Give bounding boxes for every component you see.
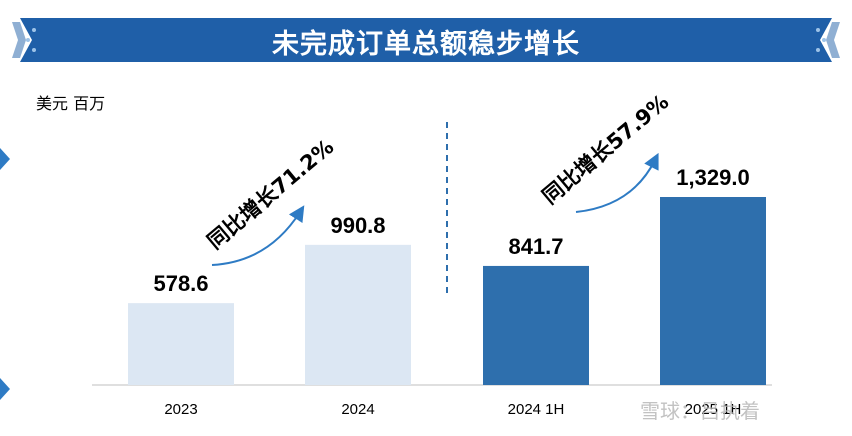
bar (660, 197, 766, 385)
bar (305, 244, 411, 385)
data-label: 1,329.0 (676, 165, 749, 190)
growth-arrow (211, 205, 305, 266)
data-label: 841.7 (508, 234, 563, 259)
x-tick-label: 2024 1H (508, 401, 565, 418)
side-chevron-icon (0, 148, 10, 170)
unit-label: 美元 百万 (36, 94, 106, 113)
x-tick-label: 2024 (341, 401, 374, 418)
page-title: 未完成订单总额稳步增长 (272, 29, 580, 60)
data-label: 990.8 (330, 213, 385, 238)
bar (483, 265, 589, 385)
growth-arrow (575, 152, 659, 213)
bar (128, 303, 234, 385)
x-tick-label: 2023 (164, 401, 197, 418)
banner-shape (12, 18, 840, 62)
side-chevron-icon (0, 378, 10, 400)
x-tick-label: 2025 1H (685, 401, 742, 418)
title-banner: 未完成订单总额稳步增长 (12, 10, 840, 70)
growth-annotation: 同比增长71.2% (203, 135, 339, 254)
watermark: 雪球：吕执着 (640, 399, 760, 423)
growth-annotation: 同比增长57.9% (538, 90, 674, 209)
data-label: 578.6 (153, 271, 208, 296)
